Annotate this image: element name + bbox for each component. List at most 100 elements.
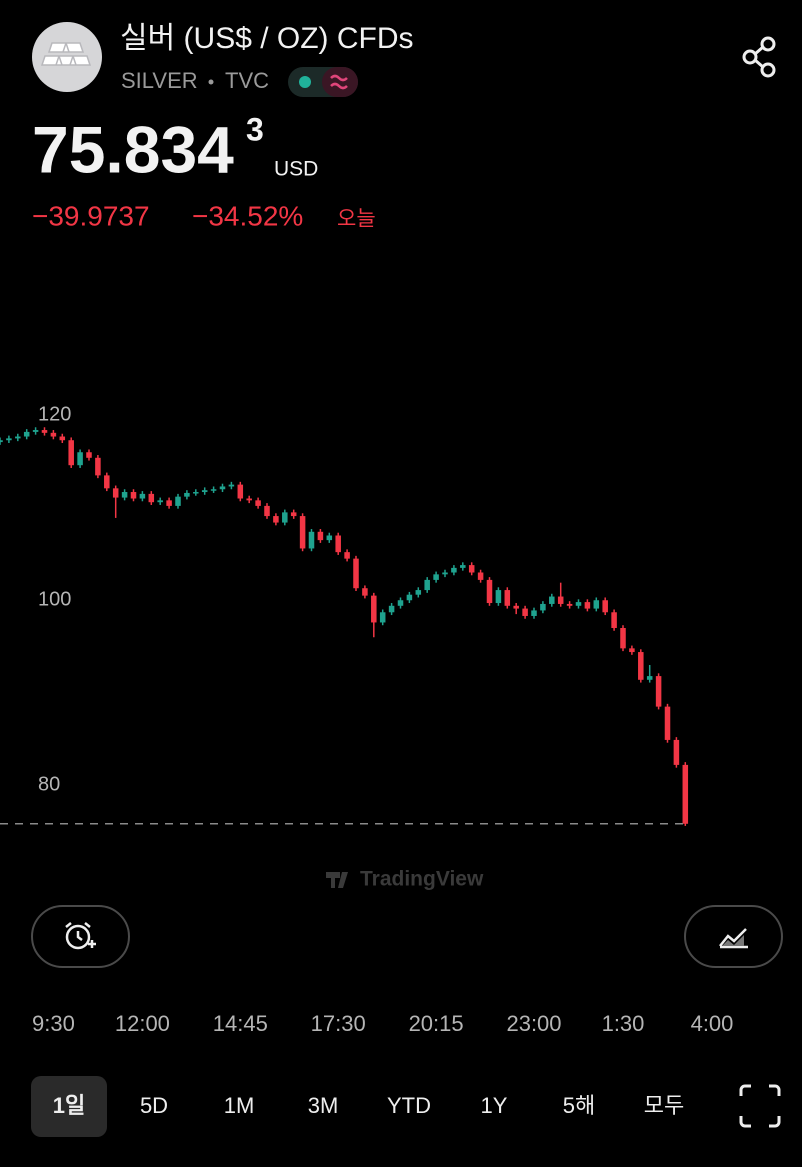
- candle-body: [638, 652, 644, 680]
- candle-body: [77, 452, 83, 466]
- candle-body: [397, 600, 404, 606]
- candle-body: [513, 605, 519, 609]
- candle-body: [655, 676, 662, 707]
- candle-body: [112, 488, 119, 498]
- status-badge: [288, 67, 358, 97]
- watermark-logo: [326, 872, 348, 888]
- candle-body: [326, 535, 333, 541]
- candle-body: [228, 484, 235, 487]
- candle-body: [246, 498, 252, 501]
- candle-body: [282, 512, 288, 523]
- symbol-code: SILVER: [121, 68, 198, 93]
- price-superscript: 3: [246, 111, 264, 147]
- x-tick-label: 20:15: [409, 1011, 464, 1036]
- candle-body: [86, 452, 92, 458]
- indicators-button[interactable]: [684, 905, 783, 968]
- x-tick-label: 17:30: [311, 1011, 366, 1036]
- candle-body: [273, 516, 279, 523]
- timeframe-button[interactable]: 5D: [140, 1093, 168, 1118]
- candle-body: [451, 567, 457, 573]
- y-tick-label: 120: [38, 404, 71, 426]
- candle-body: [468, 565, 475, 573]
- candle-body: [460, 565, 466, 568]
- symbol-title: 실버 (US$ / OZ) CFDs: [120, 22, 414, 55]
- exchange: TVC: [225, 68, 269, 93]
- candle-body: [415, 590, 422, 595]
- candle-body: [611, 612, 617, 628]
- candle-body: [620, 628, 626, 649]
- candle-body: [201, 490, 208, 493]
- candle-body: [371, 595, 377, 623]
- candle-body: [290, 512, 297, 517]
- watermark: TradingView: [360, 868, 484, 891]
- y-tick-label: 100: [38, 589, 71, 611]
- y-tick-label: 80: [38, 774, 60, 796]
- timeframe-button[interactable]: 1일: [53, 1093, 85, 1118]
- symbol-logo: [32, 22, 102, 92]
- candle-body: [664, 706, 671, 740]
- candle-body: [673, 739, 680, 765]
- candle-body: [157, 500, 163, 503]
- candle-body: [335, 535, 341, 553]
- timeframe-button[interactable]: YTD: [387, 1093, 431, 1118]
- candle-body: [95, 457, 101, 476]
- candle-body: [184, 492, 190, 497]
- x-tick-label: 12:00: [115, 1011, 170, 1036]
- candle-body: [557, 596, 564, 604]
- candle-body: [166, 500, 172, 506]
- candle-body: [299, 516, 306, 549]
- candle-body: [362, 588, 368, 596]
- candle-body: [237, 484, 244, 499]
- candle-body: [593, 600, 600, 609]
- candle-body: [486, 579, 493, 604]
- candle-body: [549, 596, 555, 604]
- candle-body: [646, 676, 653, 680]
- alert-button[interactable]: [31, 905, 130, 968]
- x-tick-label: 9:30: [32, 1011, 75, 1036]
- x-tick-label: 1:30: [602, 1011, 645, 1036]
- candle-body: [406, 594, 413, 601]
- candle-body: [68, 440, 74, 466]
- price-change-percent: −34.52%: [192, 200, 303, 231]
- candle-body: [602, 600, 608, 613]
- candle-body: [353, 558, 359, 589]
- timeframe-button[interactable]: 3M: [308, 1093, 339, 1118]
- candle-body: [264, 505, 270, 517]
- timeframe-button[interactable]: 모두: [644, 1093, 684, 1118]
- candle-body: [219, 486, 226, 490]
- candle-body: [317, 531, 324, 541]
- fullscreen-button[interactable]: [739, 1084, 781, 1128]
- candle-body: [0, 440, 3, 443]
- candle-body: [531, 610, 537, 616]
- candle-body: [308, 531, 315, 549]
- candle-body: [121, 492, 128, 498]
- candle-body: [255, 500, 261, 506]
- candle-body: [139, 493, 146, 499]
- share-button[interactable]: [742, 36, 776, 78]
- candle-body: [193, 492, 199, 494]
- candle-body: [540, 603, 546, 611]
- timeframe-button[interactable]: 1Y: [481, 1093, 508, 1118]
- timeframe-button[interactable]: 5해: [563, 1093, 595, 1118]
- candle-body: [584, 602, 591, 609]
- candle-body: [575, 602, 582, 606]
- timeframe-button[interactable]: 1M: [224, 1093, 255, 1118]
- selected-timeframe-bg: [31, 1076, 107, 1137]
- candle-body: [175, 496, 181, 506]
- candle-body: [148, 493, 155, 503]
- candle-body: [504, 590, 511, 606]
- candle-body: [477, 572, 484, 580]
- candle-body: [15, 436, 21, 439]
- candle-body: [682, 764, 689, 824]
- candle-body: [629, 648, 635, 653]
- chart: 80 100 120 9:30 12:00 14:45 17:30 20:15 23:00 1:3…: [0, 404, 733, 1036]
- period-label: 오늘: [337, 208, 376, 231]
- candle-body: [6, 438, 12, 441]
- currency: USD: [274, 158, 318, 181]
- x-tick-label: 23:00: [506, 1011, 561, 1036]
- candle-body: [210, 489, 217, 491]
- price-change: −39.9737: [32, 200, 150, 231]
